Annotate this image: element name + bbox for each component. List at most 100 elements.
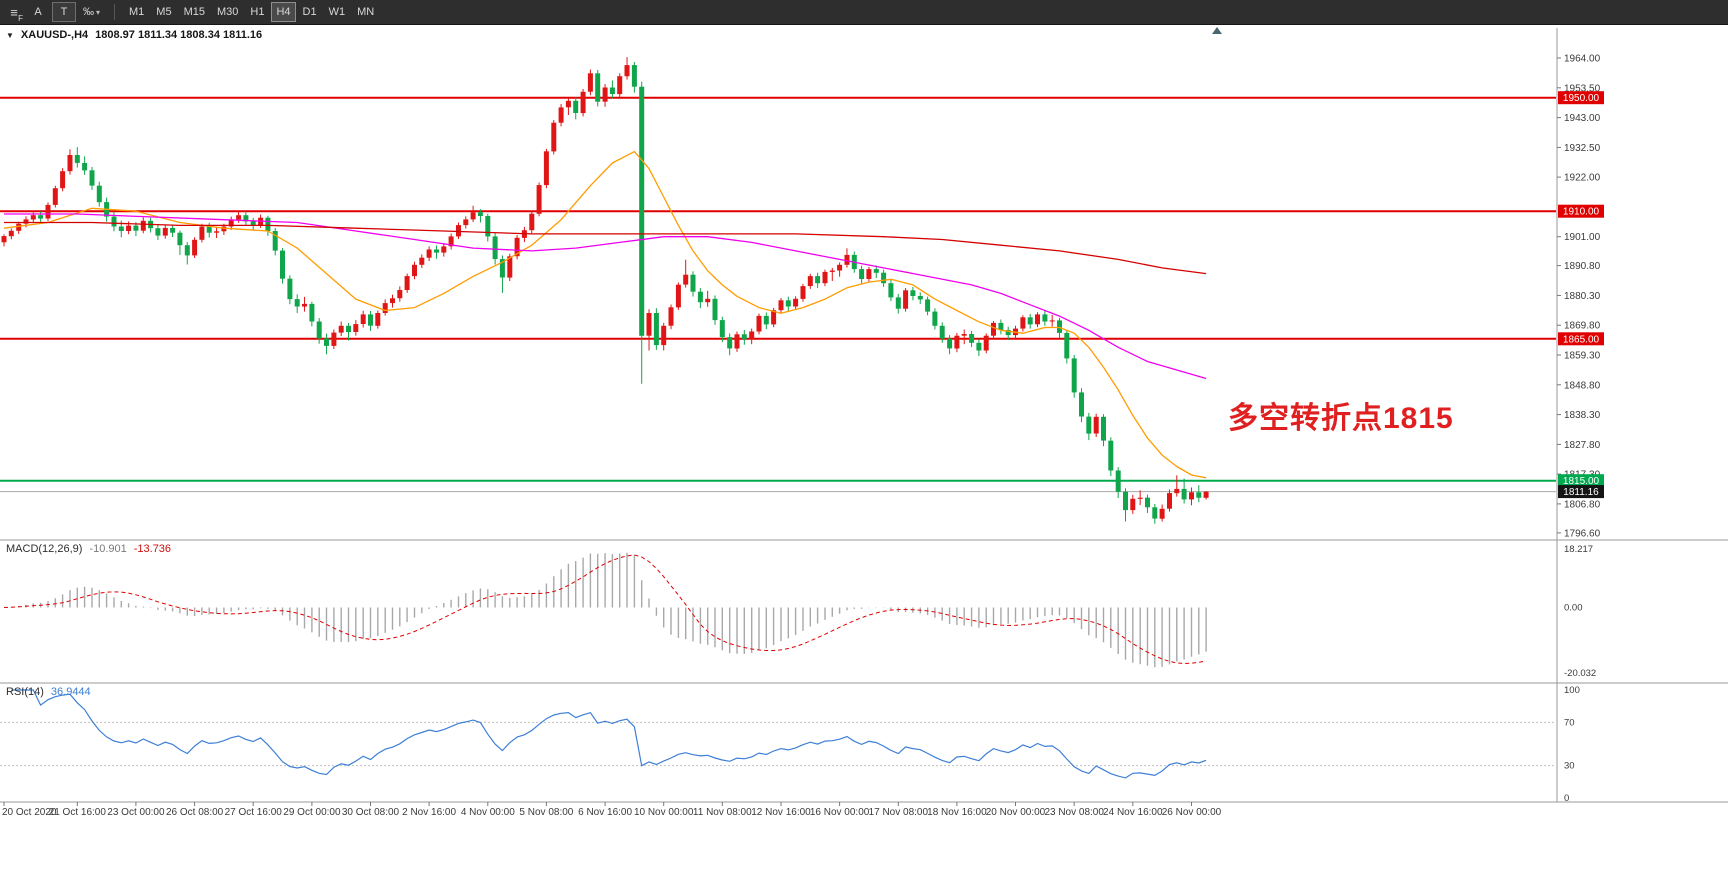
price-axis-label: 1869.80 [1564,321,1601,332]
top-toolbar: ≡ F A T ‰ ▾ M1 M5 M15 M30 H1 H4 D1 W1 MN [0,0,1728,25]
rsi-axis-label: 70 [1564,717,1575,728]
time-axis-label: 5 Nov 08:00 [519,807,573,818]
chart-shift-marker-icon[interactable] [1212,27,1222,34]
lines-f-icon[interactable]: ≡ F [4,2,24,24]
price-badge-label: 1950.00 [1563,93,1600,104]
macd-axis-label: 0.00 [1564,603,1583,614]
rsi-name: RSI(14) [6,686,44,698]
time-axis-label: 26 Nov 00:00 [1162,807,1222,818]
price-axis-label: 1848.80 [1564,380,1601,391]
rsi-axis-label: 0 [1564,793,1569,804]
time-axis-label: 6 Nov 16:00 [578,807,632,818]
time-axis-label: 21 Oct 16:00 [49,807,107,818]
timeframe-button-m15[interactable]: M15 [179,2,210,22]
timeframe-button-m5[interactable]: M5 [151,2,176,22]
rsi-axis-label: 100 [1564,685,1580,696]
price-axis-label: 1838.30 [1564,410,1601,421]
collapse-triangle-icon[interactable]: ▼ [6,30,14,40]
chevron-down-icon: ▾ [96,7,101,17]
price-axis-label: 1827.80 [1564,440,1601,451]
macd-axis-label: -20.032 [1564,668,1596,679]
price-axis-label: 1890.80 [1564,261,1601,272]
price-badge-label: 1865.00 [1563,334,1600,345]
time-axis-label: 17 Nov 08:00 [869,807,929,818]
time-axis-label: 29 Oct 00:00 [283,807,341,818]
chart-quote: ▼ XAUUSD-,H4 1808.97 1811.34 1808.34 181… [6,29,262,41]
macd-indicator-label: MACD(12,26,9) -10.901 -13.736 [6,543,171,555]
time-axis-label: 23 Oct 00:00 [107,807,165,818]
time-axis-label: 2 Nov 16:00 [402,807,456,818]
time-axis-label: 26 Oct 08:00 [166,807,224,818]
macd-panel-layer: 18.217 0.00 -20.032 [3,544,1596,679]
macd-name: MACD(12,26,9) [6,543,83,555]
price-axis-label: 1932.50 [1564,143,1601,154]
price-axis-label: 1880.30 [1564,291,1601,302]
horizontal-lines-layer [0,96,1556,493]
price-axis-label: 1796.60 [1564,528,1601,539]
price-badge [1558,474,1604,488]
ma-slow-red [4,221,1207,275]
timeframe-button-w1[interactable]: W1 [324,2,351,22]
timeframe-button-mn[interactable]: MN [352,2,379,22]
price-badge [1558,485,1604,499]
toolbar-separator [114,4,116,20]
time-axis-label: 27 Oct 16:00 [225,807,283,818]
price-axis-label: 1964.00 [1564,54,1601,65]
rsi-axis-label: 30 [1564,761,1575,772]
time-axis-label: 16 Nov 00:00 [810,807,870,818]
time-axis-label: 24 Nov 16:00 [1103,807,1163,818]
ma-medium-magenta [4,213,1207,380]
time-axis-label: 23 Nov 08:00 [1044,807,1104,818]
timeframe-button-h4[interactable]: H4 [271,2,296,22]
time-axis-label: 20 Oct 2020 [2,807,57,818]
price-axis-label: 1953.50 [1564,83,1601,94]
rsi-line [11,689,1207,779]
ohlc-values: 1808.97 1811.34 1808.34 1811.16 [95,29,263,41]
timeframe-button-group: M1 M5 M15 M30 H1 H4 D1 W1 MN [124,2,379,22]
time-axis-label: 10 Nov 00:00 [634,807,694,818]
price-badge [1558,332,1604,346]
price-axis-label: 1859.30 [1564,351,1601,362]
timeframe-button-h1[interactable]: H1 [245,2,269,22]
f-subscript: F [18,14,23,23]
rsi-value: 36.9444 [50,686,91,698]
price-axis-label: 1901.00 [1564,232,1601,243]
timeframe-button-m30[interactable]: M30 [212,2,243,22]
price-badge-label: 1815.00 [1563,476,1600,487]
price-axis-label: 1943.00 [1564,113,1601,124]
macd-main-value: -10.901 [89,543,127,555]
time-axis-label: 30 Oct 08:00 [342,807,400,818]
percent-icon: ‰ [83,6,94,18]
price-badge-label: 1910.00 [1563,207,1600,218]
price-axis-label: 1806.80 [1564,499,1601,510]
percent-tool-button[interactable]: ‰ ▾ [78,2,105,22]
price-badge-label: 1811.16 [1563,487,1599,498]
price-axis: 1964.00 1953.50 1943.00 1932.50 1922.00 1901.… [1557,54,1604,539]
time-axis-label: 20 Nov 00:00 [986,807,1046,818]
timeframe-button-d1[interactable]: D1 [298,2,322,22]
moving-averages-layer [3,150,1207,479]
time-axis-label: 11 Nov 08:00 [693,807,752,818]
price-badge [1558,91,1604,105]
price-badge [1558,204,1604,218]
ma-fast-orange [3,150,1207,479]
macd-signal-line [3,554,1207,665]
price-axis-label: 1922.00 [1564,173,1601,184]
chart-canvas[interactable]: 1964.00 1953.50 1943.00 1932.50 1922.00 1901.… [0,25,1728,893]
time-axis-label: 12 Nov 16:00 [751,807,811,818]
a-tool-button[interactable]: A [26,2,50,22]
symbol-period-label: XAUUSD-,H4 [20,29,89,41]
rsi-panel-layer: 100 70 30 0 [0,685,1580,804]
timeframe-button-m1[interactable]: M1 [124,2,149,22]
candles-layer [1,57,1209,524]
axis-frame [0,28,1728,803]
annotation-text: 多空转折点1815 [1228,402,1454,435]
time-axis-label: 18 Nov 16:00 [927,807,987,818]
menu-lines-glyph: ≡ [10,4,18,20]
macd-axis-label: 18.217 [1564,544,1593,555]
text-tool-button[interactable]: T [52,2,76,22]
time-axis-label: 4 Nov 00:00 [461,807,515,818]
chart-stage: 1964.00 1953.50 1943.00 1932.50 1922.00 1901.… [0,25,1728,893]
